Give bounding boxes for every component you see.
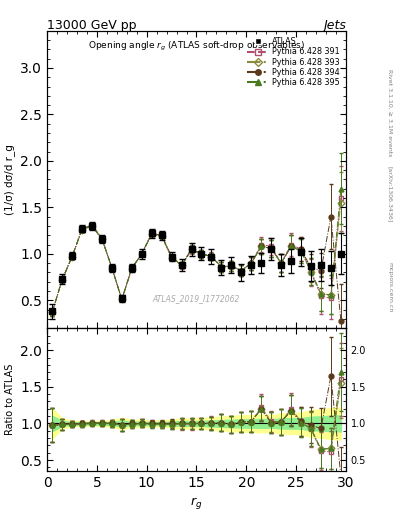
Text: 13000 GeV pp: 13000 GeV pp	[47, 19, 137, 32]
Text: ATLAS_2019_I1772062: ATLAS_2019_I1772062	[153, 294, 240, 303]
Text: [arXiv:1306.3436]: [arXiv:1306.3436]	[387, 166, 392, 223]
Legend: ATLAS, Pythia 6.428 391, Pythia 6.428 393, Pythia 6.428 394, Pythia 6.428 395: ATLAS, Pythia 6.428 391, Pythia 6.428 39…	[245, 35, 342, 90]
Text: mcplots.cern.ch: mcplots.cern.ch	[387, 262, 392, 312]
Text: Opening angle $r_g$ (ATLAS soft-drop observables): Opening angle $r_g$ (ATLAS soft-drop obs…	[88, 39, 305, 53]
Text: Jets: Jets	[323, 19, 346, 32]
Text: Rivet 3.1.10, ≥ 3.1M events: Rivet 3.1.10, ≥ 3.1M events	[387, 69, 392, 156]
Y-axis label: (1/σ) dσ/d r_g: (1/σ) dσ/d r_g	[4, 144, 15, 215]
X-axis label: $r_g$: $r_g$	[190, 496, 203, 511]
Y-axis label: Ratio to ATLAS: Ratio to ATLAS	[5, 364, 15, 435]
